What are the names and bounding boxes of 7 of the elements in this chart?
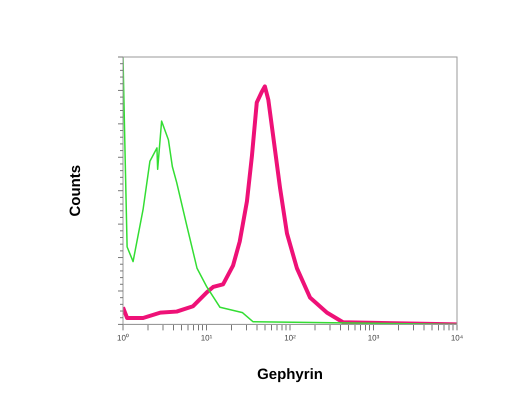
y-axis-title: Counts [67,164,84,217]
x-tick-label: 10¹ [200,333,213,342]
x-axis-title: Gephyrin [257,366,323,384]
x-tick-label: 10³ [368,333,380,342]
x-tick-label: 10⁴ [450,333,464,342]
x-tick-label: 10⁰ [117,333,129,342]
x-tick-label: 10² [284,333,296,342]
